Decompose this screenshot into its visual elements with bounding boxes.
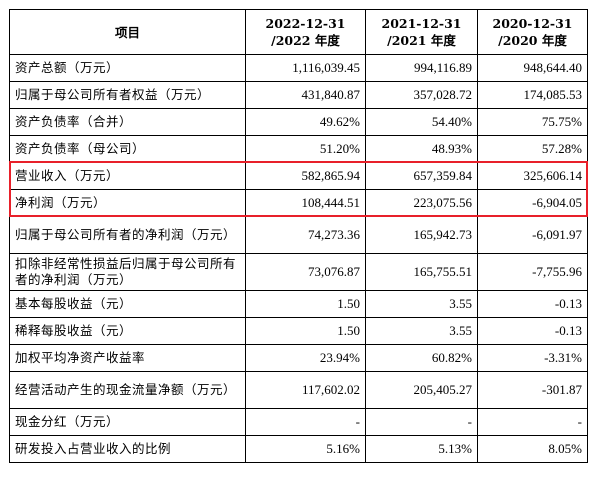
- row-label: 营业收入（万元）: [9, 162, 246, 190]
- table-row-weighted-roe: 加权平均净资产收益率 23.94% 60.82% -3.31%: [9, 344, 588, 372]
- value-2020: -6,091.97: [477, 216, 588, 254]
- row-label: 归属于母公司所有者权益（万元）: [9, 81, 246, 109]
- financial-indicators-table: 项目 2022-12-31 /2022 年度 2021-12-31 /2021 …: [9, 9, 588, 463]
- value-2022: 73,076.87: [245, 253, 366, 291]
- row-label: 经营活动产生的现金流量净额（万元）: [9, 371, 246, 409]
- table-row-parent-equity: 归属于母公司所有者权益（万元） 431,840.87 357,028.72 17…: [9, 81, 588, 109]
- value-2021: 657,359.84: [365, 162, 478, 190]
- row-label: 基本每股收益（元）: [9, 290, 246, 318]
- table-row-total-assets: 资产总额（万元） 1,116,039.45 994,116.89 948,644…: [9, 54, 588, 82]
- value-2021: 165,755.51: [365, 253, 478, 291]
- header-2022: 2022-12-31 /2022 年度: [245, 9, 366, 55]
- value-2022: 108,444.51: [245, 189, 366, 217]
- row-label: 资产负债率（合并）: [9, 108, 246, 136]
- header-2020: 2020-12-31 /2020 年度: [477, 9, 588, 55]
- value-2020: 75.75%: [477, 108, 588, 136]
- row-label: 现金分红（万元）: [9, 408, 246, 436]
- row-label: 资产总额（万元）: [9, 54, 246, 82]
- value-2020: -: [477, 408, 588, 436]
- table-row-net-profit: 净利润（万元） 108,444.51 223,075.56 -6,904.05: [9, 189, 588, 217]
- value-2020: -0.13: [477, 290, 588, 318]
- row-label: 扣除非经常性损益后归属于母公司所有者的净利润（万元）: [9, 253, 246, 291]
- value-2022: 582,865.94: [245, 162, 366, 190]
- value-2020: -301.87: [477, 371, 588, 409]
- value-2022: 5.16%: [245, 435, 366, 463]
- value-2021: -: [365, 408, 478, 436]
- row-label: 研发投入占营业收入的比例: [9, 435, 246, 463]
- value-2021: 54.40%: [365, 108, 478, 136]
- value-2021: 205,405.27: [365, 371, 478, 409]
- row-label: 稀释每股收益（元）: [9, 317, 246, 345]
- table-row-deducted-net-profit: 扣除非经常性损益后归属于母公司所有者的净利润（万元） 73,076.87 165…: [9, 253, 588, 291]
- table-row-operating-cash-flow: 经营活动产生的现金流量净额（万元） 117,602.02 205,405.27 …: [9, 371, 588, 409]
- table-row-parent-net-profit: 归属于母公司所有者的净利润（万元） 74,273.36 165,942.73 -…: [9, 216, 588, 254]
- value-2021: 3.55: [365, 290, 478, 318]
- value-2021: 5.13%: [365, 435, 478, 463]
- table-header-row: 项目 2022-12-31 /2022 年度 2021-12-31 /2021 …: [9, 9, 588, 55]
- value-2022: 431,840.87: [245, 81, 366, 109]
- value-2022: 1,116,039.45: [245, 54, 366, 82]
- value-2022: 74,273.36: [245, 216, 366, 254]
- table-row-basic-eps: 基本每股收益（元） 1.50 3.55 -0.13: [9, 290, 588, 318]
- value-2021: 3.55: [365, 317, 478, 345]
- value-2021: 994,116.89: [365, 54, 478, 82]
- value-2020: 57.28%: [477, 135, 588, 163]
- row-label: 加权平均净资产收益率: [9, 344, 246, 372]
- value-2020: -3.31%: [477, 344, 588, 372]
- row-label: 资产负债率（母公司）: [9, 135, 246, 163]
- value-2020: 325,606.14: [477, 162, 588, 190]
- value-2021: 48.93%: [365, 135, 478, 163]
- value-2022: 117,602.02: [245, 371, 366, 409]
- value-2021: 357,028.72: [365, 81, 478, 109]
- table-row-debt-ratio-consolidated: 资产负债率（合并） 49.62% 54.40% 75.75%: [9, 108, 588, 136]
- value-2022: 49.62%: [245, 108, 366, 136]
- value-2020: -7,755.96: [477, 253, 588, 291]
- table-row-rd-ratio: 研发投入占营业收入的比例 5.16% 5.13% 8.05%: [9, 435, 588, 463]
- value-2021: 165,942.73: [365, 216, 478, 254]
- row-label: 净利润（万元）: [9, 189, 246, 217]
- value-2020: -6,904.05: [477, 189, 588, 217]
- table-row-diluted-eps: 稀释每股收益（元） 1.50 3.55 -0.13: [9, 317, 588, 345]
- table-row-cash-dividend: 现金分红（万元） - - -: [9, 408, 588, 436]
- header-2021: 2021-12-31 /2021 年度: [365, 9, 478, 55]
- value-2022: 1.50: [245, 317, 366, 345]
- value-2020: 8.05%: [477, 435, 588, 463]
- row-label: 归属于母公司所有者的净利润（万元）: [9, 216, 246, 254]
- value-2021: 223,075.56: [365, 189, 478, 217]
- table-row-debt-ratio-parent: 资产负债率（母公司） 51.20% 48.93% 57.28%: [9, 135, 588, 163]
- value-2021: 60.82%: [365, 344, 478, 372]
- header-item: 项目: [9, 9, 246, 55]
- value-2020: 948,644.40: [477, 54, 588, 82]
- value-2020: -0.13: [477, 317, 588, 345]
- value-2022: 1.50: [245, 290, 366, 318]
- value-2022: -: [245, 408, 366, 436]
- value-2022: 23.94%: [245, 344, 366, 372]
- value-2022: 51.20%: [245, 135, 366, 163]
- value-2020: 174,085.53: [477, 81, 588, 109]
- financial-table-container: 项目 2022-12-31 /2022 年度 2021-12-31 /2021 …: [9, 9, 588, 463]
- table-row-revenue: 营业收入（万元） 582,865.94 657,359.84 325,606.1…: [9, 162, 588, 190]
